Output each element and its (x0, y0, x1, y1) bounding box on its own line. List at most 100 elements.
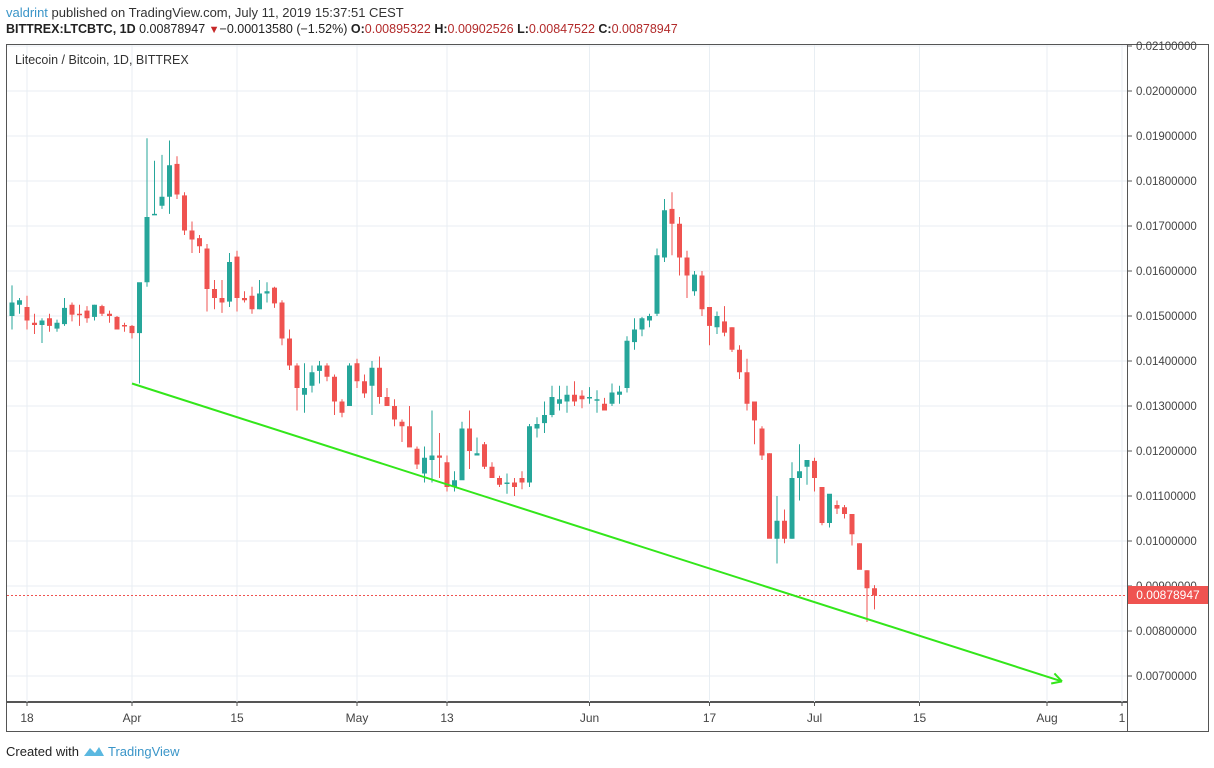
candle (152, 213, 157, 216)
candle (549, 397, 555, 415)
candle (759, 428, 765, 456)
candle (47, 318, 52, 326)
candle (482, 444, 487, 467)
time-tick-label: Apr (123, 711, 142, 725)
candle (407, 426, 412, 448)
candle (714, 316, 720, 328)
time-tick-label: May (346, 711, 369, 725)
open-label: O: (350, 22, 365, 36)
candle (227, 262, 232, 302)
chart-pane[interactable] (6, 44, 1127, 702)
candle (662, 210, 667, 258)
candle (347, 365, 352, 406)
candle (722, 321, 727, 333)
trendline[interactable] (131, 382, 1063, 683)
open-value: 0.00895322 (364, 22, 431, 36)
candle (849, 514, 855, 535)
candle (639, 318, 645, 330)
price-tick-label: 0.01600000 (1136, 266, 1197, 278)
high-label: H: (434, 22, 448, 36)
arrow-head-icon (1051, 680, 1063, 685)
candle (812, 460, 817, 478)
candle (864, 570, 870, 589)
candle (137, 282, 142, 334)
candle (189, 230, 195, 240)
candle (212, 289, 217, 298)
chart-legend: Litecoin / Bitcoin, 1D, BITTREX (15, 53, 189, 67)
candle (54, 322, 60, 329)
candle (32, 322, 37, 325)
price-tick-label: 0.02100000 (1136, 41, 1197, 53)
price-tick-label: 0.01100000 (1136, 491, 1196, 503)
candle (527, 426, 532, 483)
candle (24, 307, 30, 321)
candle (234, 256, 240, 298)
low-value: 0.00847522 (528, 22, 595, 36)
candle (647, 316, 652, 321)
candle (219, 298, 225, 303)
price-tick-label: 0.00800000 (1136, 626, 1197, 638)
candle (587, 397, 592, 399)
candle (744, 372, 750, 404)
candle (167, 165, 172, 197)
candle (519, 478, 525, 483)
price-tick-label: 0.01400000 (1136, 356, 1197, 368)
price-tick-label: 0.01500000 (1136, 311, 1197, 323)
candle (692, 274, 697, 292)
price-tick-label: 0.00700000 (1136, 671, 1197, 683)
candle (129, 325, 135, 334)
publish-text: published on TradingView.com, July 11, 2… (47, 5, 404, 20)
symbol: BITTREX:LTCBTC, 1D (6, 22, 136, 36)
candle (774, 520, 780, 539)
time-axis[interactable] (6, 702, 1127, 732)
publish-info: valdrint published on TradingView.com, J… (6, 5, 404, 20)
candle (632, 329, 637, 343)
candle (452, 480, 457, 487)
arrow-head-icon (1053, 672, 1063, 683)
candle (182, 195, 187, 231)
time-tick-label: 15 (913, 711, 927, 725)
candle (429, 455, 435, 460)
candle (144, 217, 150, 283)
author-link[interactable]: valdrint (6, 5, 48, 20)
candle (422, 457, 427, 474)
candle (354, 363, 360, 382)
candle (17, 300, 22, 305)
candle (459, 428, 465, 481)
candle (122, 325, 127, 327)
low-label: L: (517, 22, 529, 36)
candle (377, 367, 382, 397)
tradingview-logo-icon (83, 747, 104, 756)
price-axis[interactable] (1127, 44, 1209, 732)
time-tick-label: 17 (703, 711, 717, 725)
candle (62, 307, 67, 325)
candle (204, 248, 210, 289)
candle (257, 293, 262, 310)
candle (654, 255, 660, 314)
candle (39, 320, 45, 325)
candle (819, 487, 825, 523)
candle (324, 365, 330, 377)
candle (504, 482, 510, 484)
candle (159, 196, 165, 206)
time-tick-label: Aug (1036, 711, 1057, 725)
price-tick-label: 0.02000000 (1136, 86, 1197, 98)
candle (399, 421, 405, 427)
price-change: −0.00013580 (−1.52%) (219, 22, 348, 36)
candle (84, 310, 90, 319)
candle (737, 349, 742, 373)
tradingview-brand-link[interactable]: TradingView (108, 744, 180, 759)
time-tick-label: 13 (440, 711, 454, 725)
candle (872, 588, 877, 596)
candle (249, 295, 255, 310)
close-label: C: (598, 22, 612, 36)
time-tick-label: Jun (580, 711, 599, 725)
candle (489, 466, 495, 478)
price-tick-label: 0.01700000 (1136, 221, 1197, 233)
candle (557, 399, 562, 404)
last-price: 0.00878947 (139, 22, 206, 36)
candle (384, 397, 390, 406)
time-tick-label: 18 (20, 711, 34, 725)
time-tick-label: Jul (807, 711, 822, 725)
